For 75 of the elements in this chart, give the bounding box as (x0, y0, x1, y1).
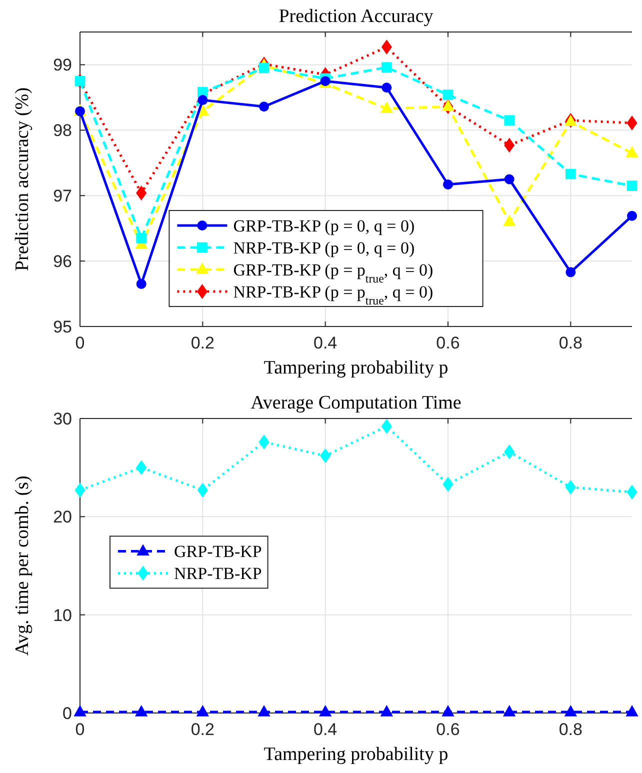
x-tick-label: 0.4 (314, 720, 338, 739)
point (626, 485, 638, 500)
x-tick-label: 0.8 (558, 334, 582, 352)
point (382, 82, 392, 93)
x-tick-label: 0 (75, 720, 85, 739)
x-tick-label: 0.6 (436, 720, 460, 739)
x-tick-label: 0.4 (314, 334, 338, 352)
legend-label: NRP-TB-KP (174, 564, 262, 584)
y-tick-label: 96 (53, 252, 72, 272)
point (136, 186, 147, 200)
point (198, 95, 208, 106)
point (626, 146, 638, 158)
x-tick-label: 0.2 (190, 334, 214, 352)
x-axis-title: Tampering probability p (264, 744, 448, 765)
point (258, 434, 270, 450)
y-axis-title: Prediction accuracy (%) (12, 87, 33, 272)
point (258, 705, 270, 716)
point (381, 62, 392, 73)
y-tick-label: 20 (53, 508, 72, 527)
y-tick-label: 99 (53, 56, 72, 75)
legend-label: GRP-TB-KP (p = 0, q = 0) (233, 216, 415, 236)
y-tick-label: 0 (62, 704, 72, 723)
point (504, 444, 515, 459)
point (381, 419, 392, 434)
point (565, 480, 576, 494)
point (197, 483, 208, 498)
point (136, 460, 147, 475)
point (442, 90, 454, 100)
x-axis-title: Tampering probability p (264, 358, 448, 378)
point (504, 174, 514, 184)
x-tick-label: 0.6 (436, 334, 460, 352)
point (196, 705, 209, 716)
point (627, 210, 637, 221)
x-tick-label: 0.2 (190, 720, 214, 739)
point (565, 168, 576, 180)
point (136, 232, 147, 244)
point (442, 477, 454, 492)
point (380, 705, 393, 716)
point (74, 76, 86, 86)
chart-title: Prediction Accuracy (278, 6, 434, 27)
point (564, 705, 577, 716)
point (258, 62, 270, 74)
y-axis-title: Avg. time per comb. (s) (12, 476, 33, 656)
y-tick-label: 98 (53, 121, 72, 140)
legend-label: GRP-TB-KP (p = p$_{true}$, q = 0) (233, 260, 434, 286)
y-tick-label: 95 (53, 318, 72, 336)
legend-label: GRP-TB-KP (174, 542, 262, 562)
point (74, 483, 86, 498)
point (503, 705, 516, 716)
x-tick-label: 0 (75, 334, 85, 352)
point (380, 102, 393, 113)
point (136, 278, 146, 289)
point (381, 40, 392, 54)
point (503, 215, 516, 226)
chart-title: Average Computation Time (250, 392, 462, 414)
point (626, 180, 638, 191)
legend-label: NRP-TB-KP (p = 0, q = 0) (233, 238, 415, 258)
point (566, 267, 576, 278)
y-tick-label: 10 (53, 606, 72, 625)
point (319, 705, 332, 716)
point (443, 179, 453, 190)
legend-label: NRP-TB-KP (p = p$_{true}$, q = 0) (233, 282, 434, 308)
point (504, 115, 515, 126)
point (504, 138, 515, 152)
point (135, 705, 148, 716)
point (259, 102, 269, 112)
point (442, 100, 454, 111)
point (626, 116, 638, 130)
point (320, 448, 331, 463)
x-tick-label: 0.8 (558, 720, 582, 739)
point (626, 705, 638, 716)
y-tick-label: 97 (53, 186, 72, 206)
point (442, 705, 454, 716)
y-tick-label: 30 (53, 410, 72, 428)
point (74, 705, 86, 716)
